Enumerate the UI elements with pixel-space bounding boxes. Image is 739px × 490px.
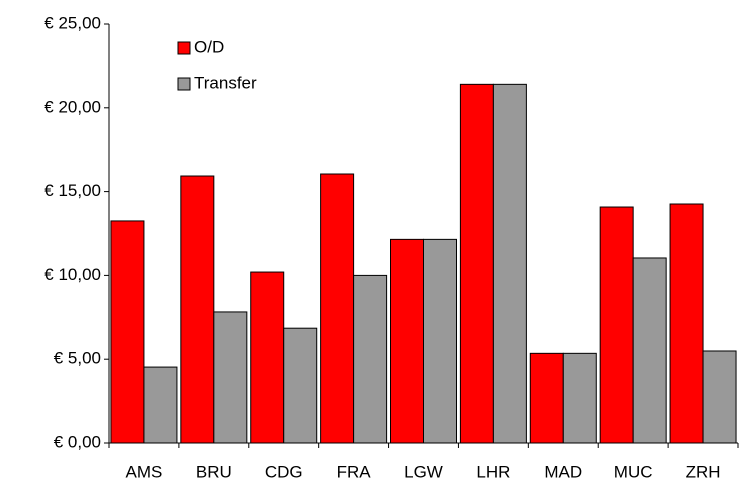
bar <box>702 350 737 444</box>
bar <box>250 271 285 444</box>
x-tick-label: MAD <box>544 462 582 481</box>
bar <box>390 238 424 444</box>
bar <box>353 274 388 444</box>
legend-swatch <box>177 41 191 55</box>
y-tick-label: € 10,00 <box>44 265 101 284</box>
bar <box>599 206 634 444</box>
bar <box>423 238 457 444</box>
bar <box>143 366 178 444</box>
y-tick-label: € 0,00 <box>54 432 101 451</box>
x-tick-label: MUC <box>614 462 653 481</box>
x-tick-label: AMS <box>126 462 163 481</box>
legend-label: Transfer <box>194 73 257 92</box>
bar <box>562 352 597 444</box>
bar <box>283 327 318 444</box>
y-tick-label: € 20,00 <box>44 97 101 116</box>
bar <box>632 257 667 444</box>
bar <box>180 175 215 444</box>
bar <box>492 83 527 444</box>
bar <box>529 352 564 444</box>
x-tick-label: LHR <box>476 462 510 481</box>
bar <box>110 220 145 444</box>
x-tick-label: LGW <box>404 462 443 481</box>
bar <box>213 311 248 444</box>
x-tick-label: CDG <box>265 462 303 481</box>
x-tick-label: BRU <box>196 462 232 481</box>
y-tick-label: € 25,00 <box>44 13 101 32</box>
legend-label: O/D <box>194 37 224 56</box>
legend-swatch <box>177 77 191 91</box>
bar <box>320 173 355 444</box>
y-tick-label: € 5,00 <box>54 349 101 368</box>
bar <box>459 83 494 444</box>
x-tick-label: ZRH <box>686 462 721 481</box>
y-tick-label: € 15,00 <box>44 181 101 200</box>
bar <box>669 203 704 444</box>
x-tick-label: FRA <box>337 462 372 481</box>
